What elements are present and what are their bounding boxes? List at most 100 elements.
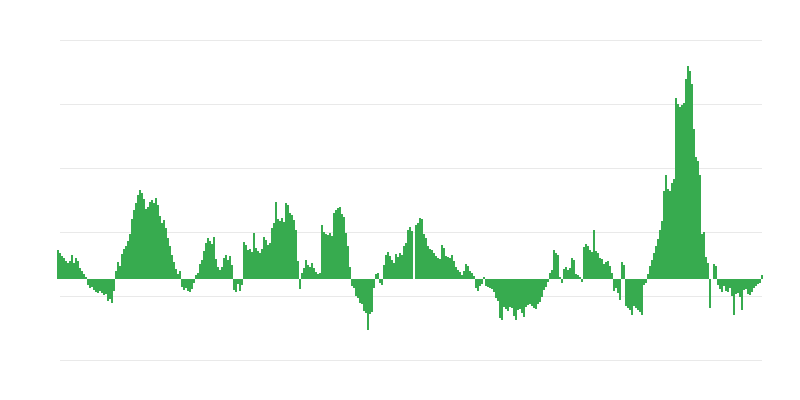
bar xyxy=(565,267,567,279)
bar xyxy=(141,193,143,279)
bar xyxy=(759,279,761,283)
bar xyxy=(745,279,747,289)
bar xyxy=(387,252,389,279)
bar xyxy=(641,279,643,315)
bar xyxy=(483,277,485,279)
bar xyxy=(147,207,149,279)
bar xyxy=(391,260,393,279)
bar xyxy=(65,261,67,279)
bar xyxy=(623,265,625,279)
bar xyxy=(245,245,247,279)
bar xyxy=(497,279,499,301)
bar xyxy=(193,279,195,283)
bar xyxy=(301,273,303,279)
bar xyxy=(105,279,107,294)
bar xyxy=(251,252,253,279)
bar xyxy=(233,279,235,290)
bar xyxy=(385,255,387,279)
bar xyxy=(421,219,423,279)
bar xyxy=(411,231,413,279)
bar xyxy=(235,279,237,292)
bar xyxy=(123,249,125,279)
bar xyxy=(501,279,503,320)
bar xyxy=(435,256,437,279)
bar xyxy=(403,246,405,279)
bar xyxy=(163,220,165,279)
bar xyxy=(127,241,129,279)
bar-series xyxy=(57,66,763,330)
bar xyxy=(151,200,153,279)
bar xyxy=(601,259,603,279)
bar xyxy=(761,275,763,279)
bar xyxy=(143,199,145,279)
bar xyxy=(181,279,183,287)
bar xyxy=(737,279,739,293)
bar xyxy=(247,250,249,279)
bar xyxy=(701,234,703,279)
bar xyxy=(731,279,733,296)
bar xyxy=(371,279,373,312)
bar xyxy=(719,279,721,289)
bar xyxy=(303,268,305,279)
bar xyxy=(539,279,541,302)
bar xyxy=(643,279,645,285)
bar xyxy=(423,234,425,279)
bar xyxy=(365,279,367,313)
bar xyxy=(699,175,701,279)
bar xyxy=(377,273,379,279)
bar xyxy=(173,262,175,279)
bar xyxy=(227,260,229,279)
bar xyxy=(517,279,519,310)
bar xyxy=(587,246,589,279)
bar xyxy=(217,267,219,279)
bar xyxy=(325,234,327,279)
bar xyxy=(113,279,115,291)
bar xyxy=(231,265,233,279)
bar xyxy=(225,255,227,279)
bar xyxy=(309,267,311,279)
bar xyxy=(717,279,719,285)
bar xyxy=(409,227,411,279)
bar xyxy=(513,279,515,316)
bar xyxy=(203,251,205,279)
bar xyxy=(201,260,203,279)
bar xyxy=(379,279,381,283)
bar xyxy=(451,255,453,279)
bar xyxy=(757,279,759,284)
bar xyxy=(187,279,189,291)
bar xyxy=(477,279,479,291)
bar xyxy=(69,261,71,279)
bar xyxy=(611,273,613,279)
bar xyxy=(557,255,559,279)
bar xyxy=(633,279,635,306)
bar xyxy=(733,279,735,315)
bar xyxy=(99,279,101,291)
bar xyxy=(465,264,467,279)
bar xyxy=(189,279,191,292)
bar xyxy=(153,203,155,279)
bar xyxy=(541,279,543,297)
bar xyxy=(109,279,111,299)
bar xyxy=(657,239,659,279)
bar xyxy=(91,279,93,287)
bar xyxy=(271,228,273,279)
bar xyxy=(373,279,375,288)
bar xyxy=(475,279,477,288)
bar xyxy=(317,274,319,279)
bar xyxy=(273,223,275,279)
bar xyxy=(577,275,579,279)
bar xyxy=(559,277,561,279)
bar xyxy=(605,262,607,279)
bar xyxy=(563,269,565,279)
bar xyxy=(579,277,581,279)
bar xyxy=(213,237,215,279)
bar xyxy=(655,246,657,279)
bar xyxy=(669,191,671,279)
bar xyxy=(257,251,259,279)
bar xyxy=(395,254,397,279)
bar xyxy=(381,279,383,285)
bar xyxy=(609,266,611,279)
bar xyxy=(523,279,525,317)
bar xyxy=(721,279,723,292)
bar xyxy=(515,279,517,320)
